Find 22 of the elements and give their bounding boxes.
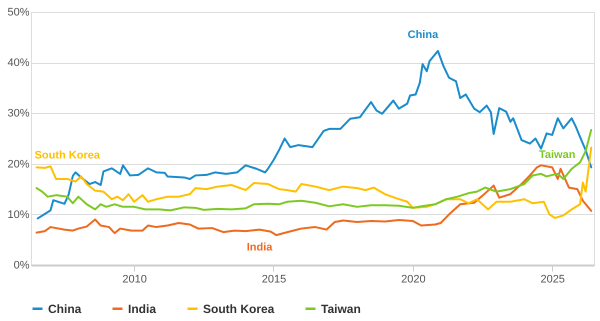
y-tick-label: 20% [7,158,30,170]
text: Taiwan [538,148,576,161]
y-tick-label: 50% [7,6,30,18]
line-series [36,146,592,219]
x-tick-label: 2010 [122,274,147,286]
text: India [246,242,272,254]
text: South Korea [34,149,100,162]
y-tick-label: 40% [7,57,30,70]
line-series [36,128,592,212]
line-series [36,164,592,236]
legend-label: Taiwan [321,302,361,316]
x-tick-label: 2020 [401,274,426,286]
line-series [36,50,592,220]
x-tick-label: 2015 [262,274,286,286]
y-tick-label: 10% [7,208,30,221]
y-tick-label: 0% [14,260,30,272]
legend-label: South Korea [203,302,275,316]
legend-label: India [128,302,156,316]
legend-label: China [48,302,82,316]
x-tick-label: 2025 [540,274,565,286]
text: China [408,28,438,41]
y-tick-label: 30% [7,108,30,120]
